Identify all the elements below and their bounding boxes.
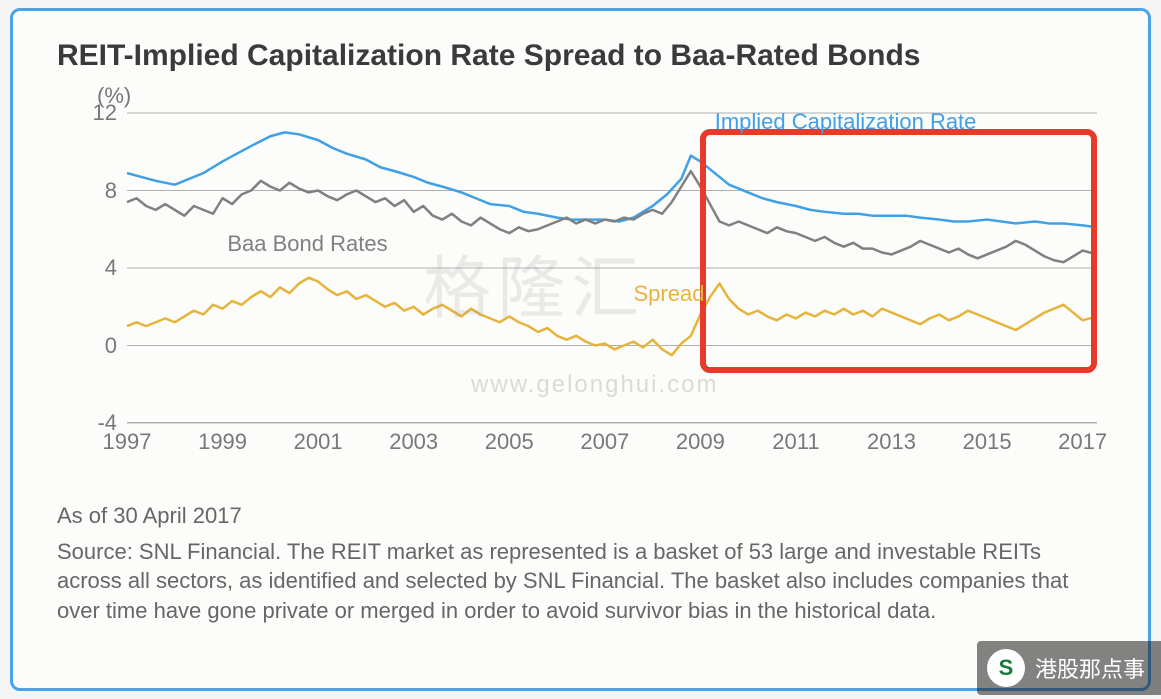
series-label-baa-bond-rates: Baa Bond Rates bbox=[227, 231, 387, 257]
series-line-implied-capitalization-rate bbox=[127, 132, 1097, 227]
x-tick-label: 2017 bbox=[1058, 429, 1107, 455]
series-line-spread bbox=[127, 278, 1097, 356]
source-text: Source: SNL Financial. The REIT market a… bbox=[57, 537, 1104, 626]
x-tick-label: 2015 bbox=[963, 429, 1012, 455]
chart-svg bbox=[127, 113, 1097, 423]
x-tick-label: 2003 bbox=[389, 429, 438, 455]
x-tick-label: 2001 bbox=[294, 429, 343, 455]
x-tick-label: 2013 bbox=[867, 429, 916, 455]
plot-area: 格隆汇 www.gelonghui.com bbox=[127, 113, 1097, 423]
chart-card: REIT-Implied Capitalization Rate Spread … bbox=[10, 8, 1151, 691]
x-tick-label: 2005 bbox=[485, 429, 534, 455]
chart-area: 格隆汇 www.gelonghui.com -404812 1997199920… bbox=[57, 113, 1107, 453]
y-tick-label: 4 bbox=[57, 255, 117, 281]
y-tick-label: 12 bbox=[57, 100, 117, 126]
x-tick-label: 1999 bbox=[198, 429, 247, 455]
y-tick-label: 0 bbox=[57, 333, 117, 359]
channel-avatar-icon: S bbox=[987, 649, 1025, 687]
chart-footer: As of 30 April 2017 Source: SNL Financia… bbox=[57, 501, 1104, 626]
series-label-implied-capitalization-rate: Implied Capitalization Rate bbox=[715, 109, 977, 135]
asof-text: As of 30 April 2017 bbox=[57, 501, 1104, 531]
x-tick-label: 2009 bbox=[676, 429, 725, 455]
x-tick-label: 2007 bbox=[580, 429, 629, 455]
x-tick-label: 1997 bbox=[103, 429, 152, 455]
channel-badge: S 港股那点事 bbox=[977, 641, 1161, 695]
x-ticks: 1997199920012003200520072009201120132015… bbox=[127, 429, 1097, 453]
y-axis-unit: (%) bbox=[97, 83, 1104, 109]
x-tick-label: 2011 bbox=[772, 429, 819, 455]
channel-name: 港股那点事 bbox=[1035, 652, 1145, 684]
y-tick-label: 8 bbox=[57, 178, 117, 204]
series-label-spread: Spread bbox=[634, 281, 705, 307]
chart-title: REIT-Implied Capitalization Rate Spread … bbox=[57, 39, 1104, 73]
